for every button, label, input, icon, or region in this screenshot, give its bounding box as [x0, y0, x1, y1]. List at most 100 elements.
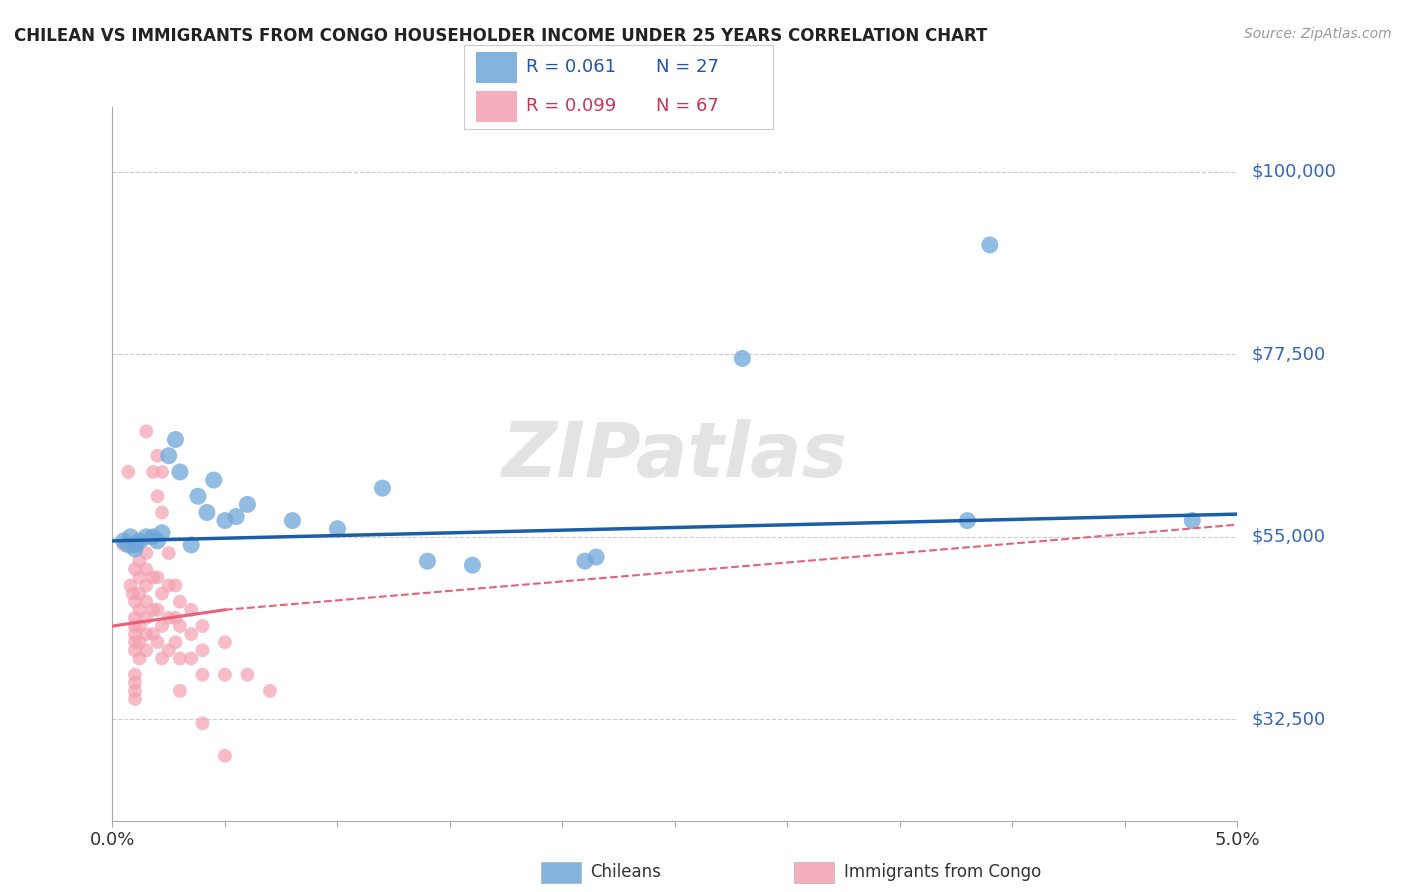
Point [157, 643, 180, 657]
Point [142, 570, 165, 584]
Point [135, 578, 157, 592]
Point [124, 611, 146, 625]
Point [150, 651, 173, 665]
Point [120, 530, 142, 544]
Point [165, 611, 187, 625]
Point [128, 586, 150, 600]
Point [124, 627, 146, 641]
Point [956, 514, 979, 528]
Text: ZIPatlas: ZIPatlas [502, 418, 848, 492]
Point [191, 619, 214, 633]
Point [979, 238, 1001, 252]
Text: CHILEAN VS IMMIGRANTS FROM CONGO HOUSEHOLDER INCOME UNDER 25 YEARS CORRELATION C: CHILEAN VS IMMIGRANTS FROM CONGO HOUSEHO… [14, 27, 987, 45]
Point [120, 578, 142, 592]
Point [731, 351, 754, 366]
Point [135, 611, 157, 625]
Text: Source: ZipAtlas.com: Source: ZipAtlas.com [1244, 27, 1392, 41]
Point [142, 530, 165, 544]
Point [112, 533, 135, 548]
Point [135, 627, 157, 641]
Point [416, 554, 439, 568]
Text: N = 27: N = 27 [655, 59, 718, 77]
Point [124, 635, 146, 649]
Point [180, 538, 202, 552]
Point [135, 425, 157, 439]
Bar [477, 91, 516, 121]
Point [214, 635, 236, 649]
Point [128, 619, 150, 633]
Point [574, 554, 596, 568]
Point [128, 554, 150, 568]
Point [150, 506, 173, 520]
Point [128, 533, 150, 548]
Point [214, 748, 236, 763]
Point [157, 449, 180, 463]
Point [112, 538, 135, 552]
Point [236, 667, 259, 681]
Point [281, 514, 304, 528]
Point [214, 667, 236, 681]
Point [165, 433, 187, 447]
Text: Chileans: Chileans [591, 863, 661, 881]
Point [180, 627, 202, 641]
Text: $55,000: $55,000 [1251, 528, 1326, 546]
Point [169, 619, 191, 633]
Point [180, 603, 202, 617]
Point [461, 558, 484, 573]
Point [124, 684, 146, 698]
Point [165, 635, 187, 649]
Point [150, 525, 173, 540]
Point [128, 603, 150, 617]
Point [169, 651, 191, 665]
Point [128, 635, 150, 649]
Point [236, 497, 259, 511]
Point [259, 684, 281, 698]
Point [202, 473, 225, 487]
Point [150, 619, 173, 633]
Point [124, 619, 146, 633]
Point [150, 586, 173, 600]
Point [146, 570, 169, 584]
Point [135, 643, 157, 657]
Point [124, 541, 146, 556]
Point [124, 667, 146, 681]
Point [146, 635, 169, 649]
Bar [477, 53, 516, 83]
Point [128, 570, 150, 584]
Point [214, 514, 236, 528]
Point [180, 651, 202, 665]
Point [157, 611, 180, 625]
Point [1181, 514, 1204, 528]
Point [585, 550, 607, 565]
Point [146, 603, 169, 617]
Point [124, 643, 146, 657]
Point [124, 538, 146, 552]
Point [169, 595, 191, 609]
Point [191, 667, 214, 681]
Point [117, 538, 139, 552]
Point [150, 465, 173, 479]
Point [326, 522, 349, 536]
Point [142, 465, 165, 479]
Point [124, 595, 146, 609]
Text: R = 0.061: R = 0.061 [526, 59, 616, 77]
Point [124, 692, 146, 706]
Point [124, 562, 146, 576]
Point [225, 509, 247, 524]
Point [146, 489, 169, 503]
Point [142, 530, 165, 544]
Point [135, 546, 157, 560]
Point [142, 603, 165, 617]
Point [191, 716, 214, 731]
Text: Immigrants from Congo: Immigrants from Congo [844, 863, 1040, 881]
Point [371, 481, 394, 495]
Point [169, 465, 191, 479]
Point [128, 651, 150, 665]
Point [117, 465, 139, 479]
Point [121, 586, 143, 600]
Point [135, 530, 157, 544]
Point [165, 578, 187, 592]
Point [169, 684, 191, 698]
Point [146, 449, 169, 463]
Point [195, 506, 218, 520]
